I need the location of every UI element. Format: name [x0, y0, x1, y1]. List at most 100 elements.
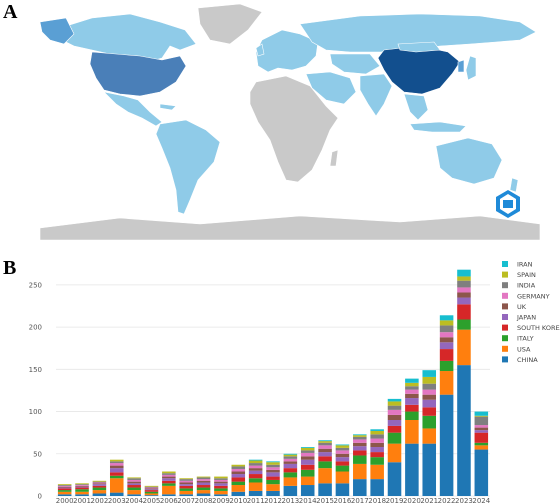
bar-segment	[283, 485, 298, 496]
bar-segment	[335, 453, 350, 458]
x-tick-label: 2018	[368, 497, 386, 504]
bar-segment	[405, 386, 419, 390]
bar-segment	[300, 485, 315, 496]
bar-segment	[196, 487, 211, 491]
bar-segment	[231, 474, 246, 478]
map-region-southeast-asia	[403, 93, 429, 121]
bar-segment	[474, 445, 489, 450]
map-region-mongolia	[397, 41, 441, 53]
panel-label-b: B	[3, 257, 17, 279]
bar-segment	[57, 491, 72, 495]
bar-segment	[162, 494, 176, 496]
legend-label: INDIA	[517, 282, 536, 290]
bar-segment	[300, 464, 315, 470]
bar-segment	[318, 441, 332, 443]
bar-segment	[422, 383, 437, 390]
bar-segment	[283, 458, 298, 462]
bar-segment	[387, 432, 402, 444]
bar-segment	[387, 443, 402, 463]
bar-segment	[231, 471, 246, 475]
x-tick-label: 2000	[56, 497, 74, 504]
x-tick-label: 2005	[143, 497, 161, 504]
x-tick-label: 2015	[316, 497, 334, 504]
bar-segment	[335, 457, 350, 462]
bar-segment	[457, 269, 471, 277]
bar-segment	[162, 483, 176, 486]
bar-segment	[300, 447, 315, 451]
map-region-madagascar	[329, 149, 339, 167]
bar-segment	[231, 468, 246, 472]
bar-segment	[109, 492, 124, 496]
bar-segment	[370, 430, 384, 435]
map-logo-icon	[496, 190, 520, 218]
bar-segment	[144, 487, 159, 489]
bar-segment	[144, 485, 159, 487]
map-region-canada	[59, 13, 197, 63]
x-tick-label: 2004	[125, 497, 143, 504]
bar-segment	[92, 481, 107, 483]
bar-segment	[387, 398, 402, 402]
bar-segment	[457, 304, 471, 320]
bar-segment	[405, 382, 419, 387]
bar-segment	[144, 493, 159, 496]
bar-segment	[162, 474, 176, 477]
x-tick-label: 2010	[229, 497, 247, 504]
bar-segment	[353, 455, 367, 464]
map-region-japan	[465, 55, 477, 81]
map-region-usa	[89, 51, 187, 97]
x-tick-label: 2021	[420, 497, 438, 504]
bar-segment	[300, 450, 315, 453]
map-region-new-zealand	[509, 177, 519, 193]
bar-segment	[92, 487, 107, 491]
bar-segment	[179, 485, 193, 489]
x-tick-label: 2024	[472, 497, 490, 504]
bar-segment	[92, 480, 107, 482]
bar-segment	[144, 489, 159, 491]
bar-segment	[370, 438, 384, 443]
map-region-china	[377, 45, 461, 95]
bar-segment	[127, 487, 141, 491]
legend-swatch	[502, 282, 508, 289]
bar-segment	[353, 435, 367, 437]
bar-segment	[57, 494, 72, 496]
bar-segment	[231, 466, 246, 469]
bar-segment	[283, 477, 298, 486]
bar-segment	[335, 444, 350, 446]
bar-segment	[457, 292, 471, 298]
bar-segment	[196, 477, 211, 480]
bar-segment	[127, 483, 141, 486]
map-region-south-america	[155, 119, 221, 215]
x-tick-label: 2011	[247, 497, 265, 504]
bar-segment	[335, 471, 350, 484]
bar-segment	[439, 349, 454, 361]
bar-segment	[57, 488, 72, 491]
bar-segment	[231, 481, 246, 486]
bar-segment	[353, 479, 367, 496]
bar-segment	[318, 442, 332, 446]
chart-legend: IRAN SPAIN INDIA GERMANY UK JAPAN SOUTH KOREA I…	[502, 261, 560, 364]
bar-segment	[370, 434, 384, 439]
bar-segment	[179, 488, 193, 491]
legend-swatch	[502, 324, 508, 331]
y-tick-label: 250	[29, 281, 42, 289]
bar-segment	[179, 482, 193, 485]
bar-segment	[196, 479, 211, 481]
bar-segment	[109, 475, 124, 479]
bar-segment	[387, 405, 402, 410]
bar-segment	[439, 394, 454, 496]
bar-segment	[405, 389, 419, 394]
legend-swatch	[502, 292, 508, 299]
bar-segment	[144, 490, 159, 492]
bar-segment	[353, 446, 367, 451]
bar-segment	[283, 453, 298, 455]
bar-segment	[474, 415, 489, 417]
bar-segment	[57, 486, 72, 488]
bar-segment	[127, 479, 141, 482]
bar-segment	[405, 443, 419, 496]
bar-segment	[353, 439, 367, 443]
bar-segment	[214, 488, 228, 491]
bar-segment	[370, 447, 384, 453]
bar-segment	[457, 319, 471, 330]
